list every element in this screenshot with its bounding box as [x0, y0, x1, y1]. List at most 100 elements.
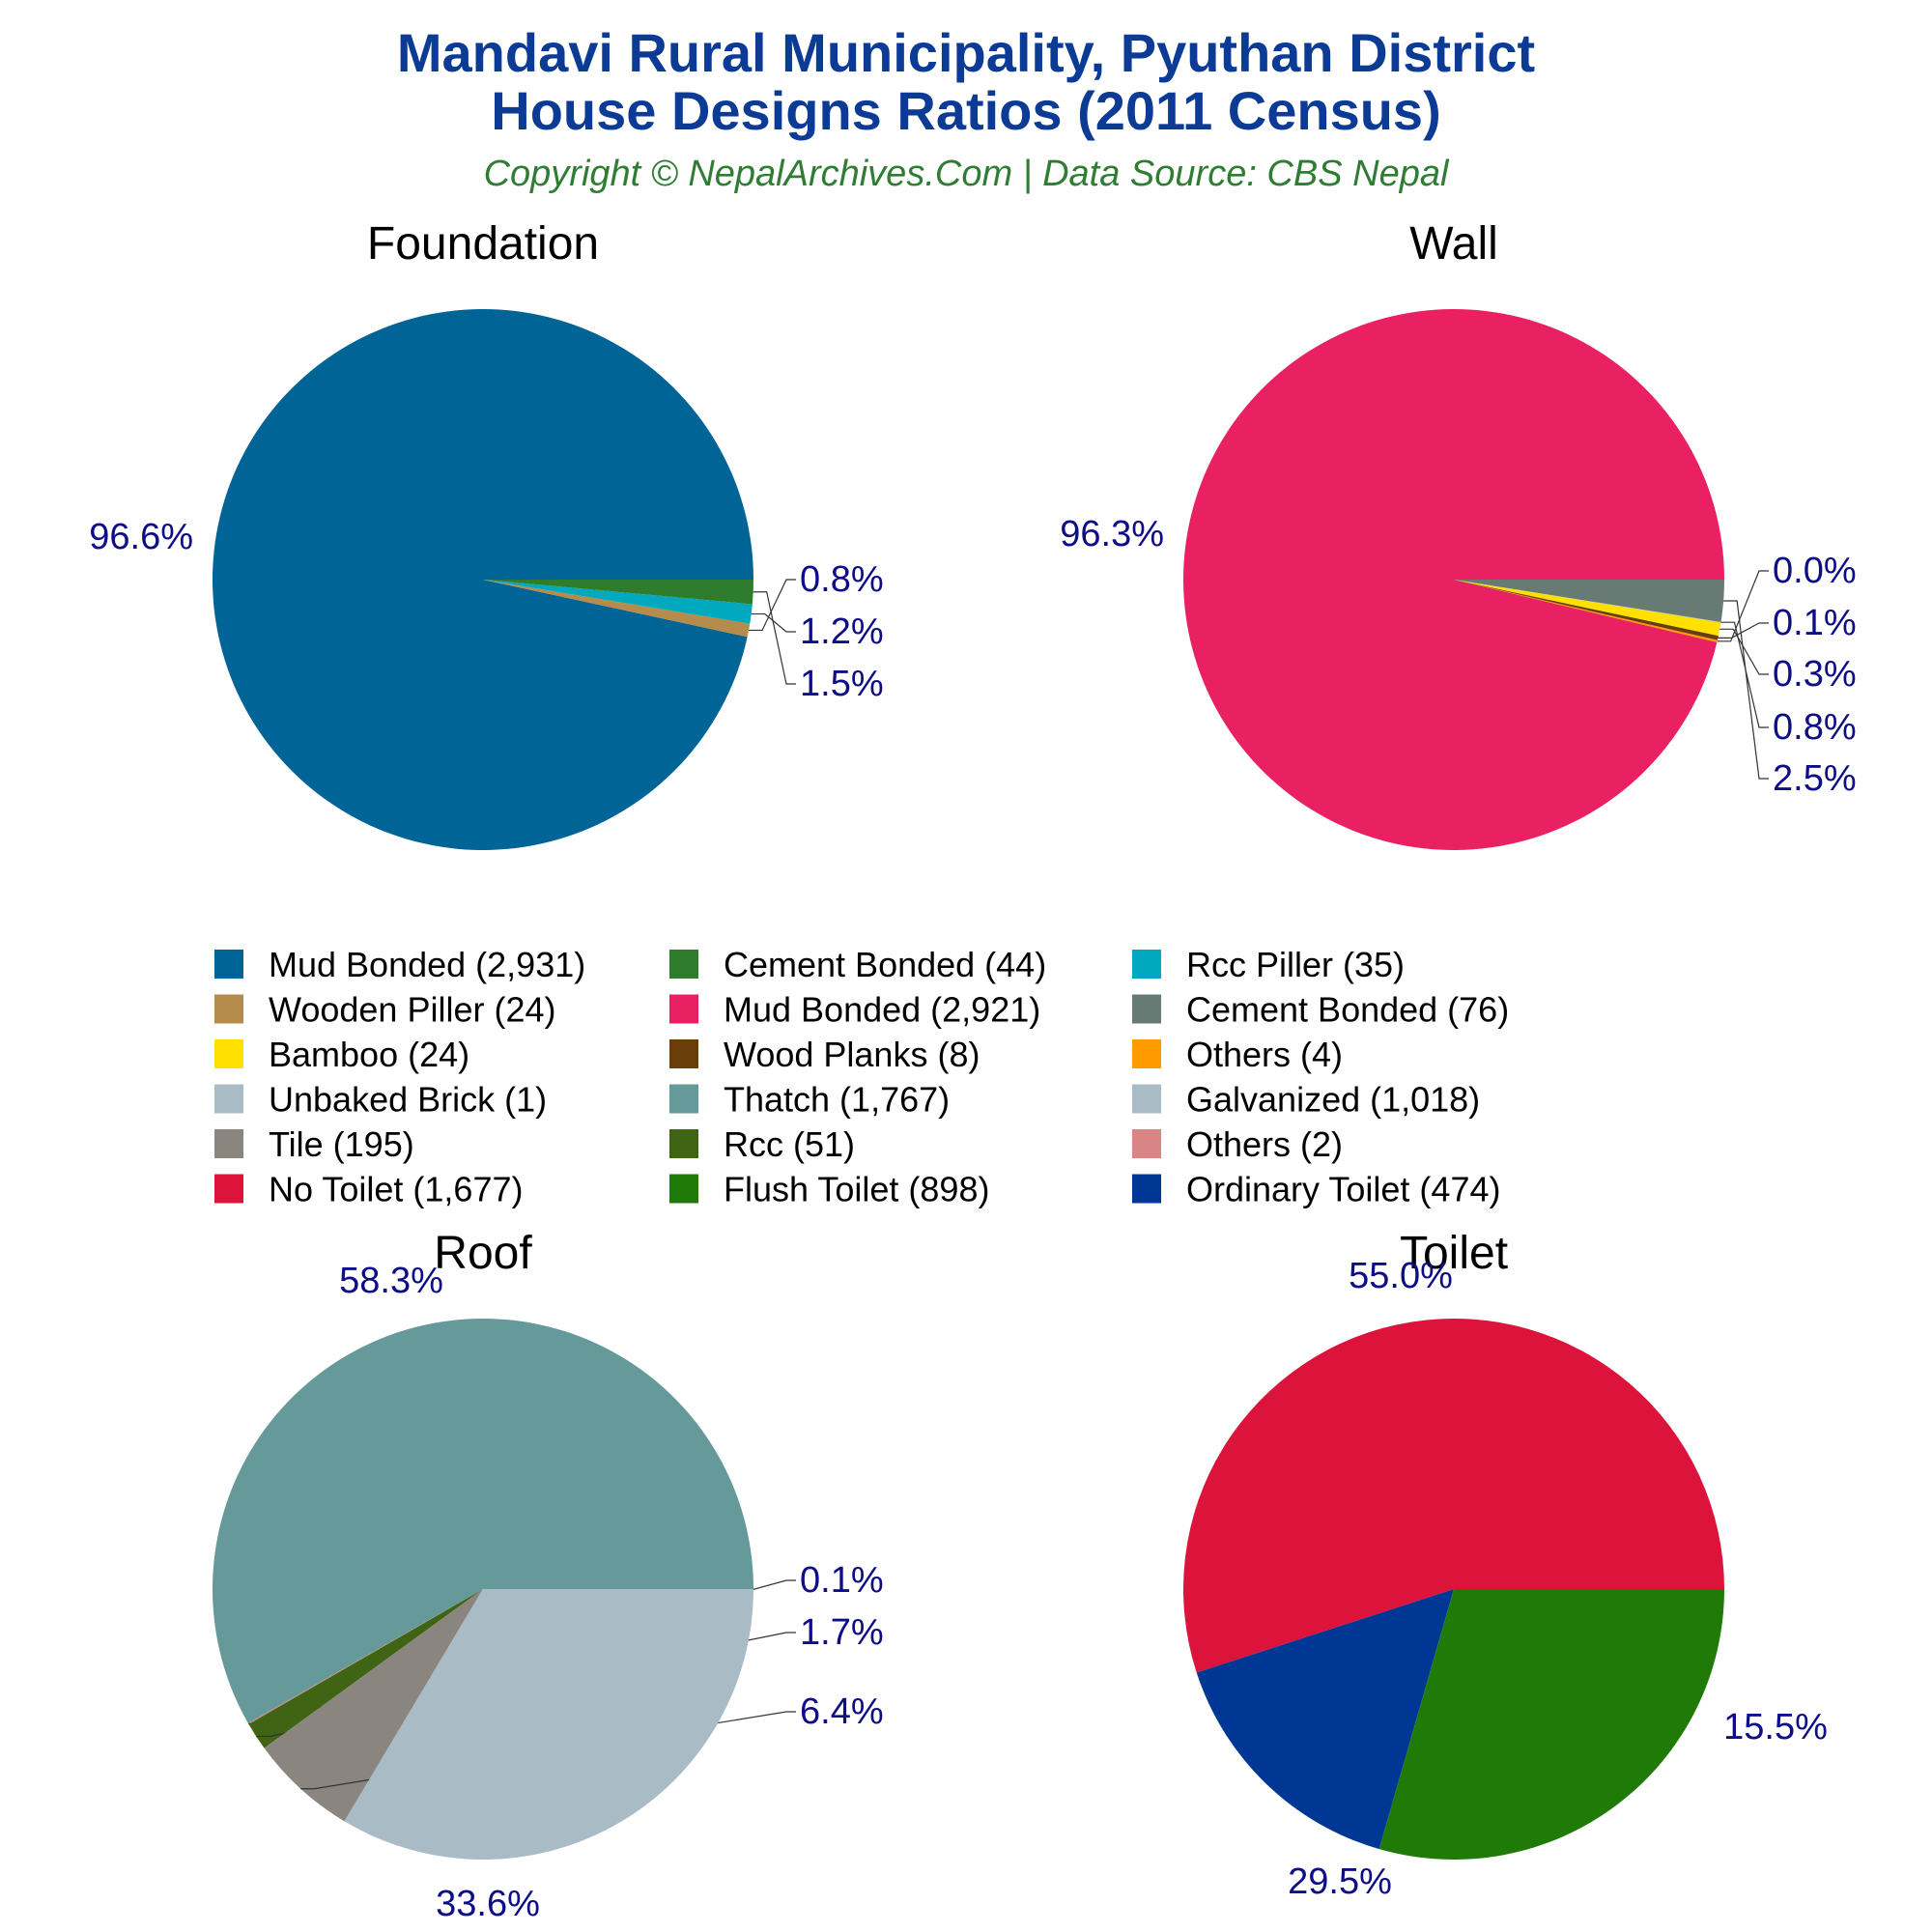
legend-label: Ordinary Toilet (474)	[1186, 1170, 1500, 1209]
legend-label: Wooden Piller (24)	[269, 990, 555, 1030]
legend-label: Rcc Piller (35)	[1186, 945, 1405, 984]
chart-subtitle: Copyright © NepalArchives.Com | Data Sou…	[484, 154, 1450, 194]
legend-item-bamboo-24: Bamboo (24)	[214, 1035, 469, 1074]
legend-swatch	[214, 1039, 243, 1068]
leader-line-wall-cement-bonded	[1723, 600, 1769, 780]
pie-slice-wall-mud-bonded	[1183, 309, 1724, 851]
legend-label: Flush Toilet (898)	[724, 1170, 989, 1209]
legend-swatch	[1132, 1084, 1161, 1114]
legend-swatch	[669, 1084, 698, 1114]
pie-slice-foundation-cement-bonded	[483, 580, 753, 605]
pie-slice-wall-cement-bonded	[1454, 580, 1724, 622]
pct-label-foundation-rcc-piller: 1.2%	[800, 611, 884, 652]
legend-item-wooden-piller-24: Wooden Piller (24)	[214, 990, 555, 1030]
pie-charts: 96.6% 0.8% 1.2% 1.5% 96.3% 0.0% 0.1% 0.3% 0.8% 2.…	[89, 308, 1857, 1924]
pct-label-foundation-wooden-piller: 0.8%	[800, 559, 884, 600]
legend-item-cement-bonded-44: Cement Bonded (44)	[669, 945, 1046, 984]
legend-item-rcc-51: Rcc (51)	[669, 1124, 855, 1164]
pct-label-roof-galvanized: 33.6%	[436, 1884, 540, 1924]
pie-foundation: 96.6% 0.8% 1.2% 1.5%	[89, 308, 884, 850]
pie-wall: 96.3% 0.0% 0.1% 0.3% 0.8% 2.5%	[1060, 309, 1857, 851]
pie-slice-roof-others	[247, 1589, 483, 1724]
chart-title-line2: House Designs Ratios (2011 Census)	[491, 80, 1440, 141]
legend-swatch	[669, 1129, 698, 1158]
legend-item-no-toilet-1-677: No Toilet (1,677)	[214, 1170, 523, 1209]
pct-label-foundation-cement-bonded: 1.5%	[800, 664, 884, 704]
legend-item-wood-planks-8: Wood Planks (8)	[669, 1035, 980, 1074]
legend-item-mud-bonded-2-921: Mud Bonded (2,921)	[669, 990, 1040, 1030]
legend-swatch	[214, 950, 243, 979]
legend-item-tile-195: Tile (195)	[214, 1124, 414, 1164]
leader-line-wall-bamboo	[1719, 628, 1769, 675]
legend-item-flush-toilet-898: Flush Toilet (898)	[669, 1170, 989, 1209]
pie-slice-toilet-ordinary-toilet	[1196, 1589, 1454, 1850]
legend-swatch	[214, 1084, 243, 1114]
legend-swatch	[669, 950, 698, 979]
pct-label-roof-rcc: 1.7%	[800, 1612, 884, 1653]
pct-label-wall-mud-bonded: 96.3%	[1060, 514, 1164, 554]
pct-label-roof-others: 0.1%	[800, 1560, 884, 1601]
legend-label: Galvanized (1,018)	[1186, 1080, 1480, 1120]
pct-label-wall-others: 0.0%	[1773, 551, 1857, 591]
pct-label-wall-unbaked-brick: 0.8%	[1773, 707, 1857, 748]
legend-label: Wood Planks (8)	[724, 1035, 980, 1074]
legend-swatch	[214, 994, 243, 1024]
legend-label: Mud Bonded (2,921)	[724, 990, 1040, 1030]
pct-label-roof-thatch: 58.3%	[339, 1261, 443, 1301]
legend-label: Thatch (1,767)	[724, 1080, 950, 1120]
pie-slice-toilet-no-toilet	[1183, 1318, 1724, 1673]
pie-slice-foundation-rcc-piller	[483, 580, 753, 624]
pie-slice-foundation-wooden-piller	[483, 580, 751, 638]
pie-slice-wall-others	[1454, 580, 1718, 642]
legend-item-mud-bonded-2-931: Mud Bonded (2,931)	[214, 945, 585, 984]
legend-swatch	[214, 1174, 243, 1204]
leader-line-wall-wood-planks	[1718, 622, 1769, 639]
pct-label-toilet-flush-toilet: 29.5%	[1288, 1861, 1392, 1902]
legend-item-others-2: Others (2)	[1132, 1124, 1343, 1164]
legend-label: No Toilet (1,677)	[269, 1170, 523, 1209]
legend-item-cement-bonded-76: Cement Bonded (76)	[1132, 990, 1509, 1030]
legend-swatch	[1132, 1039, 1161, 1068]
pie-slice-roof-rcc	[248, 1589, 483, 1748]
legend-swatch	[214, 1129, 243, 1158]
pct-label-foundation-mud-bonded: 96.6%	[89, 517, 193, 557]
leader-line-foundation-wooden-piller	[749, 579, 796, 632]
legend-label: Mud Bonded (2,931)	[269, 945, 585, 984]
pie-title-toilet: Toilet	[1400, 1228, 1508, 1279]
pie-title-foundation: Foundation	[367, 218, 599, 270]
legend-item-others-4: Others (4)	[1132, 1035, 1343, 1074]
legend-item-galvanized-1-018: Galvanized (1,018)	[1132, 1080, 1480, 1120]
pie-slice-wall-wood-planks	[1454, 580, 1719, 640]
legend-label: Cement Bonded (44)	[724, 945, 1046, 984]
pie-slice-toilet-flush-toilet	[1378, 1589, 1725, 1860]
legend-label: Tile (195)	[269, 1124, 414, 1164]
legend-swatch	[1132, 950, 1161, 979]
pie-title-roof: Roof	[434, 1228, 532, 1279]
pie-slice-foundation-mud-bonded	[213, 308, 753, 850]
pie-slice-roof-thatch	[213, 1319, 753, 1723]
pct-label-wall-bamboo: 0.3%	[1773, 654, 1857, 695]
legend-item-rcc-piller-35: Rcc Piller (35)	[1132, 945, 1405, 984]
legend-swatch	[1132, 1129, 1161, 1158]
pct-label-toilet-no-toilet: 55.0%	[1349, 1256, 1453, 1296]
pie-slice-wall-unbaked-brick	[1454, 580, 1721, 623]
legend-label: Cement Bonded (76)	[1186, 990, 1509, 1030]
legend: Mud Bonded (2,931) Cement Bonded (44) Rcc …	[214, 945, 1509, 1209]
legend-item-ordinary-toilet-474: Ordinary Toilet (474)	[1132, 1170, 1500, 1209]
legend-swatch	[1132, 1174, 1161, 1204]
legend-swatch	[1132, 994, 1161, 1024]
pct-label-roof-tile: 6.4%	[800, 1691, 884, 1732]
leader-line-foundation-rcc-piller	[751, 612, 796, 633]
leader-line-foundation-cement-bonded	[753, 591, 796, 685]
legend-label: Rcc (51)	[724, 1124, 855, 1164]
legend-swatch	[669, 994, 698, 1024]
pct-label-toilet-ordinary-toilet: 15.5%	[1723, 1707, 1828, 1747]
pie-roof: 58.3% 0.1% 1.7% 6.4% 33.6%	[213, 1261, 884, 1924]
legend-label: Bamboo (24)	[269, 1035, 469, 1074]
leader-line-wall-others	[1717, 570, 1769, 642]
legend-swatch	[669, 1174, 698, 1204]
pie-slice-roof-tile	[264, 1589, 483, 1822]
pie-toilet: 55.0% 15.5% 29.5%	[1183, 1256, 1828, 1902]
pie-title-wall: Wall	[1409, 218, 1498, 270]
